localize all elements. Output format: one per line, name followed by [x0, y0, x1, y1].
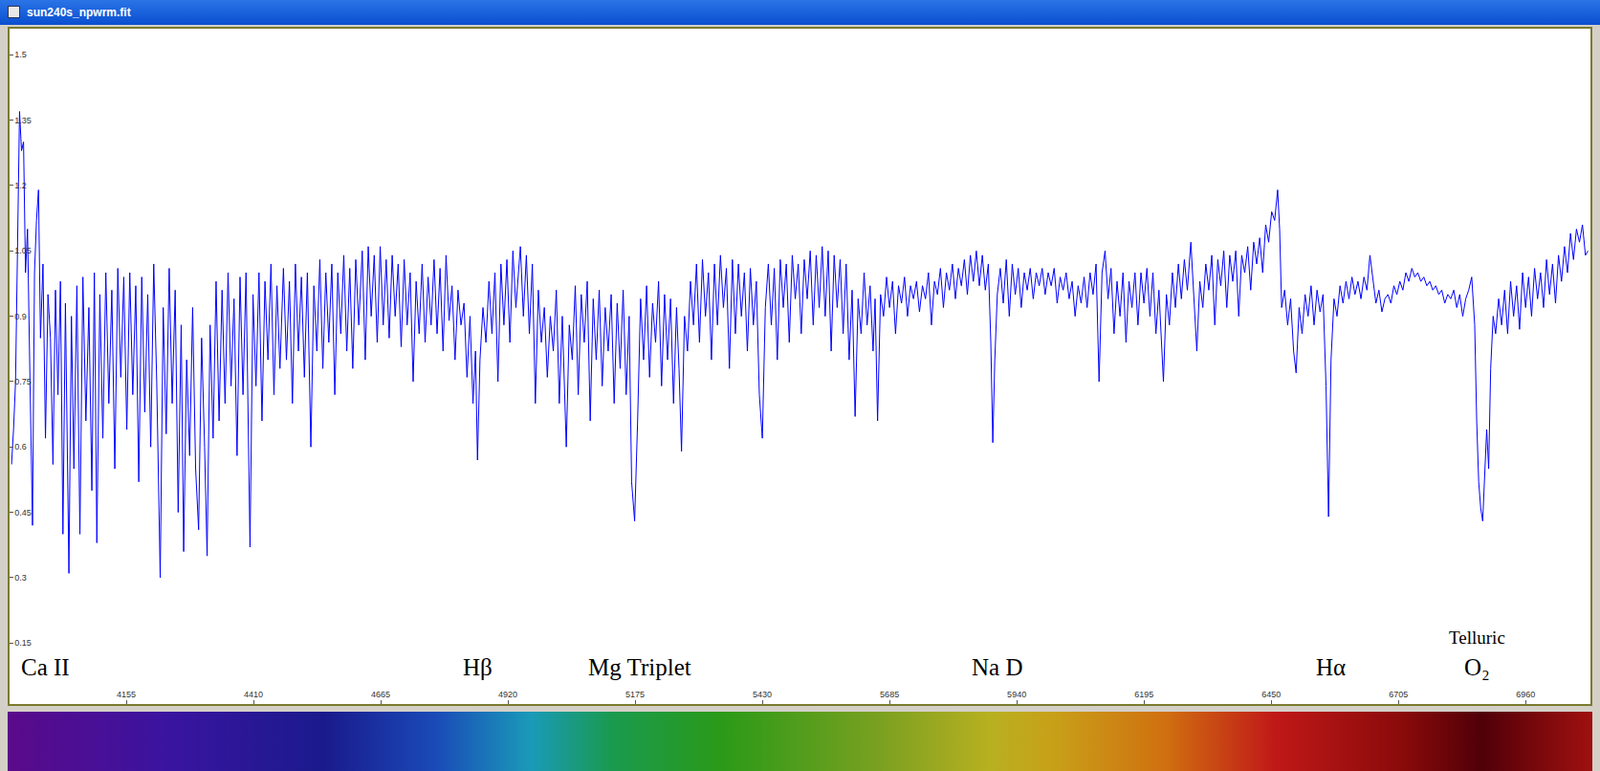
svg-text:0.6: 0.6 [14, 441, 27, 452]
svg-text:5685: 5685 [879, 689, 899, 700]
svg-text:Mg Triplet: Mg Triplet [588, 654, 692, 680]
html-text:sun240s_npwrm.fit: sun240s_npwrm.fit [26, 5, 131, 20]
svg-text:5430: 5430 [752, 689, 772, 700]
svg-text:Na D: Na D [971, 654, 1023, 680]
svg-text:Hβ: Hβ [462, 654, 493, 680]
svg-text:4920: 4920 [498, 689, 518, 700]
svg-text:0.45: 0.45 [14, 507, 32, 518]
svg-text:1.2: 1.2 [14, 180, 27, 191]
svg-text:1.35: 1.35 [14, 115, 32, 126]
svg-text:6450: 6450 [1261, 689, 1281, 700]
svg-text:Hα: Hα [1315, 654, 1346, 680]
svg-text:5940: 5940 [1007, 689, 1027, 700]
svg-text:1.05: 1.05 [14, 245, 32, 256]
svg-text:5175: 5175 [625, 689, 645, 700]
svg-text:4155: 4155 [116, 689, 136, 700]
svg-text:1.5: 1.5 [14, 49, 27, 60]
svg-text:4665: 4665 [371, 689, 391, 700]
svg-text:0.75: 0.75 [14, 376, 32, 387]
svg-text:4410: 4410 [243, 689, 264, 700]
svg-text:0.3: 0.3 [14, 572, 27, 583]
svg-text:6195: 6195 [1134, 689, 1154, 700]
svg-text:TelluricO₂: TelluricO₂ [1448, 627, 1506, 680]
svg-text:0.9: 0.9 [14, 311, 27, 322]
svg-text:6960: 6960 [1515, 689, 1535, 700]
svg-text:6705: 6705 [1388, 689, 1408, 700]
svg-text:Ca II: Ca II [21, 654, 70, 680]
svg-text:0.15: 0.15 [14, 637, 32, 648]
